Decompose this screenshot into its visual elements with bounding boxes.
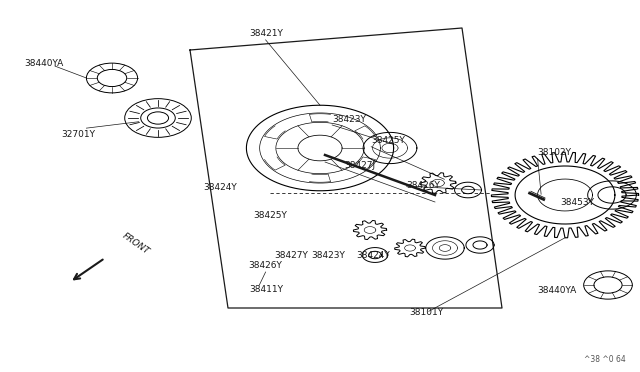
- Text: 38101Y: 38101Y: [410, 308, 444, 317]
- Text: 38453Y: 38453Y: [560, 198, 594, 207]
- Text: 38427Y: 38427Y: [274, 251, 308, 260]
- Text: 38423Y: 38423Y: [311, 251, 345, 260]
- Text: 38426Y: 38426Y: [248, 261, 282, 270]
- Text: FRONT: FRONT: [121, 231, 151, 256]
- Text: 38411Y: 38411Y: [250, 285, 284, 294]
- Text: 38424Y: 38424Y: [203, 183, 237, 192]
- Text: ^38 ^0 64: ^38 ^0 64: [584, 355, 626, 364]
- Text: 38102Y: 38102Y: [538, 148, 572, 157]
- Text: 38440YA: 38440YA: [538, 286, 577, 295]
- Text: 38425Y: 38425Y: [371, 136, 405, 145]
- Text: 38426Y: 38426Y: [406, 181, 440, 190]
- Text: 32701Y: 32701Y: [61, 130, 95, 139]
- Text: 38425Y: 38425Y: [253, 211, 287, 220]
- Text: 38427J: 38427J: [344, 161, 376, 170]
- Text: 38440YA: 38440YA: [24, 59, 63, 68]
- Text: 38423Y: 38423Y: [332, 115, 366, 124]
- Text: 38421Y: 38421Y: [250, 29, 284, 38]
- Text: 38424Y: 38424Y: [356, 251, 390, 260]
